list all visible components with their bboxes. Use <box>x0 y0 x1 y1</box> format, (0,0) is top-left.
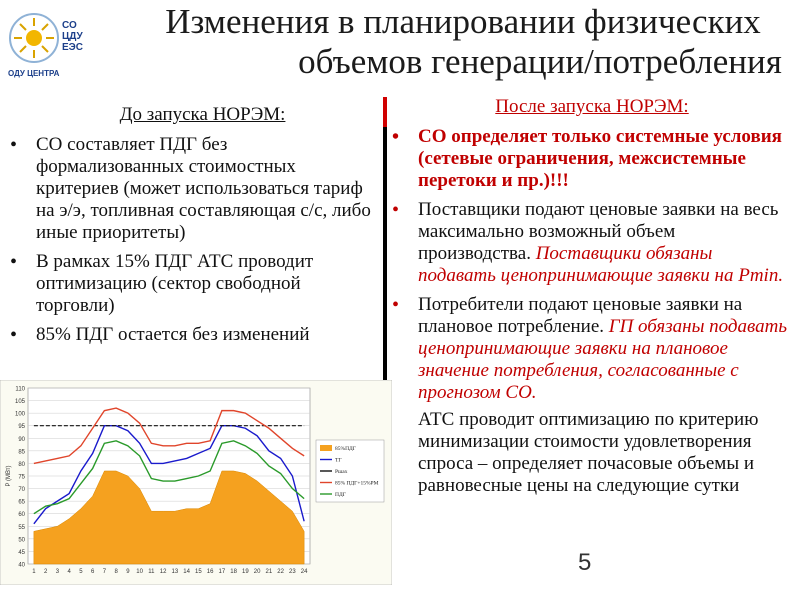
x-tick-label: 4 <box>67 569 71 575</box>
x-tick-label: 24 <box>301 569 308 575</box>
x-tick-label: 5 <box>79 569 83 575</box>
y-tick-label: 80 <box>18 462 25 468</box>
left-bullet-list: СО составляет ПДГ без формализованных ст… <box>10 134 375 346</box>
x-tick-label: 18 <box>230 569 237 575</box>
right-bullet-1-text: СО определяет только системные условия (… <box>418 126 782 191</box>
divider-red <box>383 97 387 127</box>
y-tick-label: 40 <box>18 563 25 569</box>
series-line-1 <box>33 425 305 525</box>
y-tick-label: 90 <box>18 437 25 443</box>
company-logo: СО ЦДУ ЕЭС ОДУ ЦЕНТРА <box>8 13 84 78</box>
right-paragraph: АТС проводит оптимизацию по критерию мин… <box>418 409 759 496</box>
right-bullet-2-text: Поставщики подают ценовые заявки на весь… <box>418 199 779 264</box>
x-tick-label: 3 <box>56 569 60 575</box>
right-bullet-3-italic: ГП обязаны подавать ценопринимающие заяв… <box>418 316 788 403</box>
x-tick-label: 7 <box>103 569 107 575</box>
logo-sun <box>26 30 42 46</box>
y-tick-label: 50 <box>18 537 25 543</box>
x-tick-label: 1 <box>32 569 36 575</box>
x-tick-label: 19 <box>242 569 249 575</box>
legend-label-2: Ршах <box>335 469 348 475</box>
y-tick-label: 95 <box>18 424 25 430</box>
right-heading: После запуска НОРЭМ: <box>495 96 689 117</box>
x-tick-label: 10 <box>136 569 143 575</box>
left-column: До запуска НОРЭМ: СО составляет ПДГ без … <box>10 104 375 353</box>
left-bullet-3: 85% ПДГ остается без изменений <box>10 324 375 346</box>
logo-text-3: ЕЭС <box>62 42 83 53</box>
series-area-0 <box>33 470 305 565</box>
legend-label-3: 85% ПДГ+15%РМ <box>335 481 379 487</box>
y-tick-label: 70 <box>18 487 25 493</box>
title-line-2: объемов генерации/потребления <box>298 42 782 81</box>
right-bullet-3: Потребители подают ценовые заявки на пла… <box>392 294 792 404</box>
x-tick-label: 21 <box>266 569 273 575</box>
y-tick-label: 65 <box>18 500 25 506</box>
y-tick-label: 55 <box>18 525 25 531</box>
title-line-1: Изменения в планировании физических <box>165 2 761 41</box>
left-heading: До запуска НОРЭМ: <box>119 104 286 125</box>
x-tick-label: 11 <box>148 569 155 575</box>
logo-caption: ОДУ ЦЕНТРА <box>8 69 60 78</box>
x-tick-label: 12 <box>160 569 167 575</box>
legend-label-0: 85%ПДГ <box>335 446 356 452</box>
series-line-4 <box>33 440 305 515</box>
x-tick-label: 6 <box>91 569 95 575</box>
divider-black <box>383 127 387 392</box>
x-tick-label: 2 <box>44 569 48 575</box>
logo-text-1: СО <box>62 20 77 31</box>
x-tick-label: 14 <box>183 569 190 575</box>
legend-label-1: ТГ <box>335 458 342 464</box>
logo-rays <box>14 18 54 58</box>
x-tick-label: 20 <box>254 569 261 575</box>
x-tick-label: 22 <box>277 569 284 575</box>
left-bullet-1: СО составляет ПДГ без формализованных ст… <box>10 134 375 244</box>
logo-ring <box>9 13 59 63</box>
page-number: 5 <box>578 549 592 576</box>
left-bullet-2: В рамках 15% ПДГ АТС проводит оптимизаци… <box>10 251 375 317</box>
y-tick-label: 60 <box>18 512 25 518</box>
x-tick-label: 15 <box>195 569 202 575</box>
right-bullet-3-text: Потребители подают ценовые заявки на пла… <box>418 294 743 337</box>
x-tick-label: 9 <box>126 569 130 575</box>
legend-swatch-0 <box>320 445 332 451</box>
x-tick-label: 23 <box>289 569 296 575</box>
y-tick-label: 105 <box>15 399 26 405</box>
y-axis-label: P (МВт) <box>6 465 12 486</box>
x-tick-label: 13 <box>172 569 179 575</box>
y-tick-label: 110 <box>15 387 25 393</box>
x-tick-label: 16 <box>207 569 214 575</box>
right-bullet-list: СО определяет только системные условия (… <box>392 126 792 404</box>
series-line-3 <box>33 407 305 465</box>
x-tick-label: 8 <box>114 569 118 575</box>
x-tick-label: 17 <box>219 569 226 575</box>
right-column: После запуска НОРЭМ: СО определяет тольк… <box>392 96 792 497</box>
right-bullet-2-italic: Поставщики обязаны подавать ценопринимаю… <box>418 243 784 286</box>
y-tick-label: 75 <box>18 475 25 481</box>
right-bullet-1: СО определяет только системные условия (… <box>392 126 792 192</box>
legend-label-4: ПДГ <box>335 492 346 498</box>
y-tick-label: 85 <box>18 449 25 455</box>
y-tick-label: 100 <box>15 412 26 418</box>
slide-title: Изменения в планировании физических объе… <box>100 2 800 84</box>
y-tick-label: 45 <box>18 550 25 556</box>
logo-text-2: ЦДУ <box>62 31 84 42</box>
right-bullet-2: Поставщики подают ценовые заявки на весь… <box>392 199 792 287</box>
